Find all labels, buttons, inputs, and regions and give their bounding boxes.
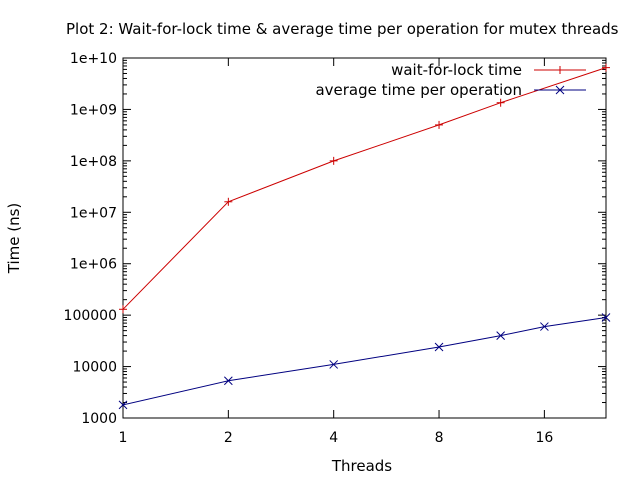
legend: wait-for-lock time average time per opera…	[315, 61, 586, 99]
data-point-marker	[118, 400, 128, 410]
x-tick-label: 4	[329, 430, 338, 446]
y-tick-label: 1e+09	[70, 102, 117, 118]
x-tick-label: 1	[119, 430, 128, 446]
data-point-marker	[540, 322, 549, 331]
data-point-marker	[601, 313, 611, 322]
chart-title: Plot 2: Wait-for-lock time & average tim…	[66, 20, 619, 38]
x-tick-label: 2	[224, 430, 233, 446]
x-tick-label: 16	[535, 430, 553, 446]
data-point-marker	[223, 376, 233, 386]
y-tick-label: 10000	[72, 360, 117, 376]
y-axis: 1000 10000 100000 1e+06 1e+07 1e+08 1e+09 1e+10	[64, 51, 606, 427]
legend-label: wait-for-lock time	[391, 61, 522, 79]
y-tick-label: 1e+08	[70, 154, 117, 170]
x-axis-label: Threads	[331, 457, 392, 475]
y-axis-label: Time (ns)	[5, 203, 23, 275]
y-tick-label: 1e+07	[70, 205, 117, 221]
series-layer	[118, 63, 611, 410]
legend-label: average time per operation	[315, 81, 522, 99]
plot-area-frame	[122, 57, 607, 419]
legend-marker	[555, 85, 565, 95]
x-axis: 1 2 4 8 16	[119, 58, 553, 446]
data-point-marker	[434, 342, 444, 352]
y-tick-label: 1e+06	[70, 257, 117, 273]
data-point-marker	[329, 360, 339, 369]
series-line	[122, 67, 607, 310]
series-1	[119, 63, 610, 314]
y-tick-label: 1e+10	[70, 51, 117, 67]
x-tick-label: 8	[435, 430, 444, 446]
y-tick-label: 1000	[81, 411, 117, 427]
y-tick-label: 100000	[64, 308, 117, 324]
series-2	[118, 313, 611, 410]
data-point-marker	[496, 331, 506, 340]
series-line	[122, 317, 607, 406]
